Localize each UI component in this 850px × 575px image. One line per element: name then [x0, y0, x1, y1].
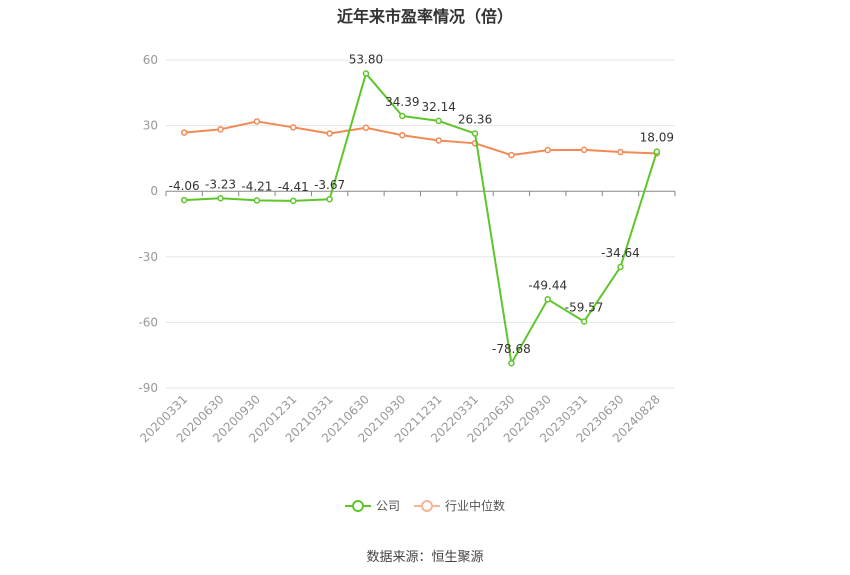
data-point-company[interactable] [580, 318, 588, 325]
data-point-industry-median[interactable] [617, 148, 624, 156]
data-labels: -4.06 -3.23 -4.21 -4.41 -3.67 53.80 34.39 32.14… [169, 53, 674, 357]
data-point-company[interactable] [399, 112, 406, 120]
series-layer [180, 70, 661, 367]
data-point-industry-median[interactable] [326, 130, 333, 137]
data-label: -3.23 [205, 177, 236, 191]
y-tick-label: 0 [150, 184, 158, 198]
data-label: -4.06 [169, 179, 200, 193]
y-tick-label: -30 [138, 250, 158, 264]
data-point-company[interactable] [362, 70, 370, 77]
data-label: 34.39 [385, 95, 419, 109]
legend-marker-company [344, 499, 371, 512]
y-tick-label: 60 [143, 53, 158, 67]
data-point-industry-median[interactable] [435, 137, 442, 144]
data-point-industry-median[interactable] [217, 126, 224, 133]
data-label: -34.64 [601, 246, 640, 260]
data-point-industry-median[interactable] [362, 124, 370, 132]
data-label: 53.80 [349, 53, 383, 67]
data-label: 18.09 [640, 131, 674, 145]
y-axis: 60 30 0 -30 -60 -90 [138, 53, 158, 395]
data-point-industry-median[interactable] [253, 118, 261, 125]
y-tick-label: -60 [138, 315, 158, 329]
data-point-company[interactable] [435, 117, 442, 125]
y-tick-label: 30 [143, 119, 158, 133]
data-label: -3.67 [314, 178, 345, 192]
data-point-company[interactable] [217, 195, 224, 202]
data-point-company[interactable] [508, 359, 515, 367]
data-label: -49.44 [528, 278, 567, 292]
data-label: -59.57 [565, 300, 604, 314]
data-point-company[interactable] [653, 148, 661, 155]
y-tick-label: -90 [138, 381, 158, 395]
data-point-company[interactable] [544, 296, 551, 303]
legend-label-company: 公司 [375, 499, 400, 513]
data-label: 32.14 [421, 100, 455, 114]
data-label: -4.41 [278, 180, 309, 194]
data-point-industry-median[interactable] [544, 146, 551, 154]
legend-marker-industry-median [414, 499, 440, 512]
data-point-industry-median[interactable] [290, 124, 297, 131]
x-axis: 2020033120200630202009302020123120210331… [137, 191, 676, 445]
series-line-company [184, 72, 658, 365]
data-point-company[interactable] [180, 196, 188, 204]
data-point-industry-median[interactable] [399, 131, 406, 139]
data-point-industry-median[interactable] [180, 129, 188, 136]
data-point-company[interactable] [290, 197, 297, 205]
data-source: 数据来源：恒生聚源 [366, 550, 484, 565]
data-label: -4.21 [241, 179, 272, 193]
data-point-company[interactable] [253, 197, 261, 204]
data-label: 26.36 [458, 113, 492, 127]
data-point-industry-median[interactable] [580, 146, 588, 154]
chart-title: 近年来市盈率情况（倍） [336, 7, 513, 26]
legend-item-industry-median[interactable]: 行业中位数 [414, 497, 505, 514]
legend-item-company[interactable]: 公司 [344, 497, 400, 514]
data-point-company[interactable] [617, 263, 624, 271]
data-point-company[interactable] [326, 195, 333, 203]
legend: 公司 行业中位数 [0, 497, 850, 514]
data-point-industry-median[interactable] [508, 151, 515, 159]
data-label: -78.68 [492, 342, 531, 356]
data-point-company[interactable] [471, 130, 479, 137]
series-line-industry-median [184, 120, 657, 157]
legend-label-industry-median: 行业中位数 [445, 499, 506, 513]
